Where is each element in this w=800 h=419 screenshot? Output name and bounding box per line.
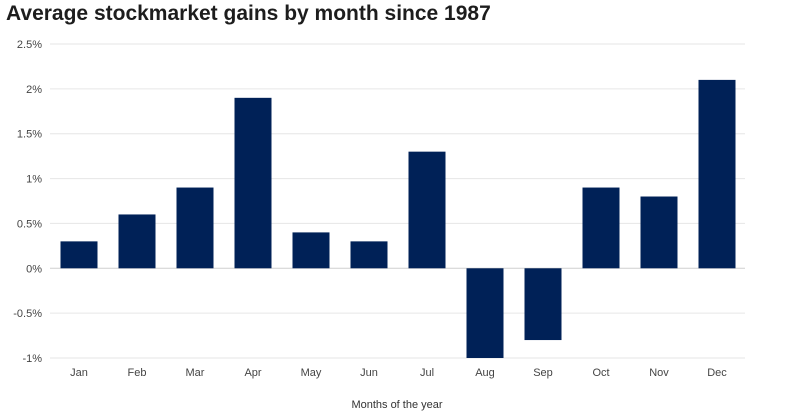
bar-dec <box>698 79 736 269</box>
y-tick-label: -1% <box>22 353 42 365</box>
bar-sep <box>524 268 562 341</box>
bar-jan <box>60 241 98 269</box>
chart-title: Average stockmarket gains by month since… <box>6 2 491 25</box>
x-tick-label: Jul <box>420 367 434 379</box>
x-tick-label: Oct <box>592 367 609 379</box>
bar-may <box>292 232 330 269</box>
x-tick-label: Nov <box>649 367 669 379</box>
x-tick-label: Jun <box>360 367 378 379</box>
x-tick-label: Apr <box>244 367 261 379</box>
bar-oct <box>582 187 620 269</box>
bar-aug <box>466 268 504 358</box>
x-tick-label: Mar <box>186 367 205 379</box>
gridlines <box>50 43 745 359</box>
y-tick-label: 0.5% <box>17 218 42 230</box>
x-tick-label: Feb <box>128 367 147 379</box>
y-axis-tick-labels: -1% -0.5% 0% 0.5% 1% 1.5% 2% 2.5% <box>13 39 42 365</box>
bar-nov <box>640 196 678 269</box>
x-tick-label: May <box>301 367 322 379</box>
bar-mar <box>176 187 214 269</box>
x-tick-label: Sep <box>533 367 553 379</box>
x-axis-tick-labels: Jan Feb Mar Apr May Jun Jul Aug Sep Oct Nov Dec <box>70 367 727 379</box>
y-tick-label: -0.5% <box>13 308 42 320</box>
bar-apr <box>234 97 272 269</box>
y-tick-label: 1% <box>26 174 42 186</box>
bar-jul <box>408 151 446 269</box>
x-tick-label: Dec <box>707 367 727 379</box>
y-tick-label: 0% <box>26 263 42 275</box>
y-tick-label: 2.5% <box>17 39 42 51</box>
x-axis-title: Months of the year <box>351 399 442 411</box>
y-tick-label: 2% <box>26 84 42 96</box>
x-tick-label: Aug <box>475 367 495 379</box>
bar-feb <box>118 214 156 269</box>
bar-jun <box>350 241 388 269</box>
y-tick-label: 1.5% <box>17 129 42 141</box>
x-tick-label: Jan <box>70 367 88 379</box>
bars <box>60 79 736 358</box>
